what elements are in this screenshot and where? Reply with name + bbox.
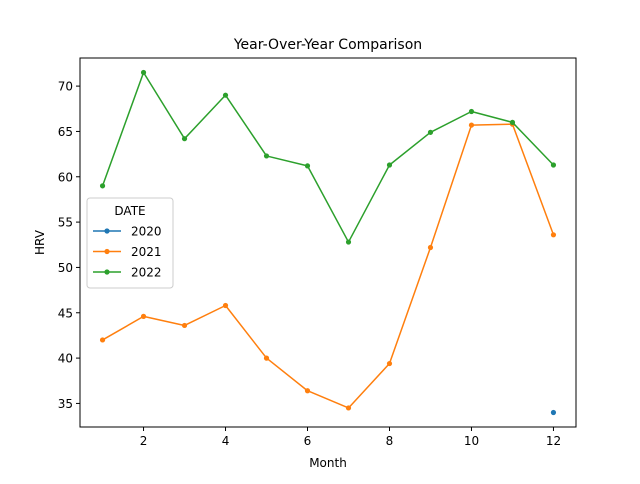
x-tick-label: 12 — [546, 434, 561, 448]
y-tick-label: 50 — [58, 261, 73, 275]
x-tick-label: 6 — [304, 434, 312, 448]
data-point-2022-1 — [99, 183, 106, 189]
data-point-2022-11 — [509, 119, 516, 125]
legend-label: 2022 — [131, 266, 162, 280]
legend: DATE 2020 2021 2022 — [86, 197, 174, 289]
legend-label: 2020 — [131, 225, 162, 239]
data-point-2022-3 — [181, 136, 188, 142]
data-point-2022-6 — [304, 163, 311, 169]
y-tick-label: 40 — [58, 352, 73, 366]
y-tick-label: 60 — [58, 170, 73, 184]
plot-frame — [79, 57, 577, 428]
data-point-2022-4 — [222, 92, 229, 98]
data-point-2021-7 — [345, 405, 352, 411]
data-point-2021-5 — [263, 355, 270, 361]
data-point-2022-10 — [468, 108, 475, 115]
data-point-2021-9 — [427, 244, 434, 251]
y-tick-label: 35 — [58, 397, 73, 411]
x-tick-label: 2 — [140, 434, 148, 448]
data-point-2021-12 — [550, 232, 557, 238]
x-tick-label: 4 — [222, 434, 230, 448]
legend-swatch-marker — [104, 269, 110, 275]
data-point-2021-1 — [99, 337, 106, 343]
data-point-2021-6 — [304, 388, 311, 394]
series-2021 — [99, 121, 557, 411]
x-tick-label: 10 — [464, 434, 479, 448]
series-2022 — [99, 69, 557, 245]
legend-frame — [86, 197, 174, 289]
data-point-2022-12 — [550, 162, 557, 168]
y-tick-label: 70 — [58, 80, 73, 94]
legend-items: 2020 2021 2022 — [93, 225, 162, 280]
data-point-2020-12 — [550, 409, 557, 416]
x-axis-label: Month — [309, 456, 347, 470]
data-point-2021-4 — [222, 302, 229, 309]
data-point-2021-10 — [468, 122, 475, 128]
series-line-2022 — [101, 71, 554, 243]
legend-item-2022: 2022 — [93, 266, 162, 280]
data-point-2022-8 — [386, 162, 393, 168]
y-axis: 35 40 45 50 55 60 65 70 — [58, 80, 80, 411]
chart-title: Year-Over-Year Comparison — [233, 37, 422, 53]
y-tick-label: 45 — [58, 306, 73, 320]
data-point-2021-8 — [386, 360, 393, 367]
y-axis-label: HRV — [33, 229, 47, 255]
data-point-2022-5 — [263, 153, 270, 159]
series-2020 — [550, 409, 557, 416]
legend-swatch-marker — [104, 228, 110, 234]
legend-title: DATE — [114, 204, 145, 218]
legend-item-2020: 2020 — [93, 225, 162, 239]
legend-item-2021: 2021 — [93, 245, 162, 259]
data-point-2021-3 — [181, 322, 188, 329]
legend-label: 2021 — [131, 245, 162, 259]
y-tick-label: 65 — [58, 125, 73, 139]
data-point-2022-2 — [140, 69, 147, 76]
x-axis: 2 4 6 8 10 12 — [140, 427, 561, 448]
y-tick-label: 55 — [58, 216, 73, 230]
data-point-2021-2 — [140, 313, 147, 319]
x-tick-label: 8 — [386, 434, 394, 448]
plot-series-layer — [99, 69, 557, 416]
series-line-2021 — [102, 123, 555, 409]
data-point-2022-9 — [427, 129, 434, 135]
legend-swatch-marker — [104, 248, 110, 255]
data-point-2022-7 — [345, 239, 352, 245]
